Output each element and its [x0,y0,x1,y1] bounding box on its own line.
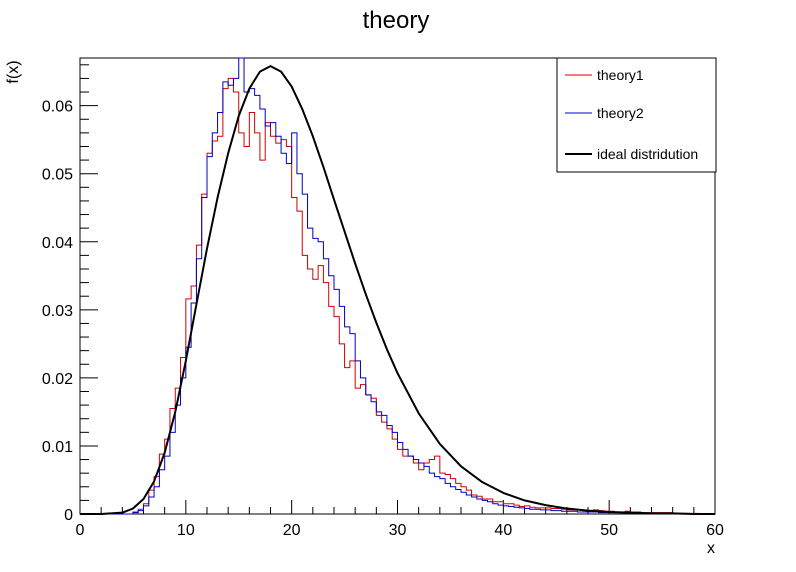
y-tick-label: 0.06 [42,99,73,116]
y-tick-label: 0.05 [42,167,73,184]
y-tick-label: 0.02 [42,371,73,388]
x-tick-label: 40 [494,522,512,539]
series-theory2-histogram [80,57,715,515]
x-tick-label: 20 [283,522,301,539]
chart-title: theory [363,7,430,34]
x-axis-label: x [707,540,715,557]
y-tick-label: 0.01 [42,439,73,456]
x-axis-tick-labels: 0 10 20 30 40 50 60 [76,522,724,539]
x-tick-label: 50 [600,522,618,539]
series-ideal-curve [80,65,715,515]
legend: theory1 theory2 ideal distridution [556,57,717,173]
y-axis-tick-labels: 0 0.01 0.02 0.03 0.04 0.05 0.06 [42,99,73,524]
legend-label-theory2: theory2 [597,105,644,121]
x-tick-label: 60 [706,522,724,539]
y-tick-label: 0.03 [42,303,73,320]
legend-label-ideal: ideal distridution [597,146,698,162]
x-axis-ticks [79,500,716,514]
y-axis-label: f(x) [5,60,22,83]
series-layer [80,57,715,515]
y-axis-ticks [80,64,98,515]
y-tick-label: 0.04 [42,235,73,252]
x-tick-label: 0 [76,522,85,539]
x-tick-label: 10 [177,522,195,539]
x-tick-label: 30 [389,522,407,539]
legend-label-theory1: theory1 [597,67,644,83]
y-tick-label: 0 [64,507,73,524]
